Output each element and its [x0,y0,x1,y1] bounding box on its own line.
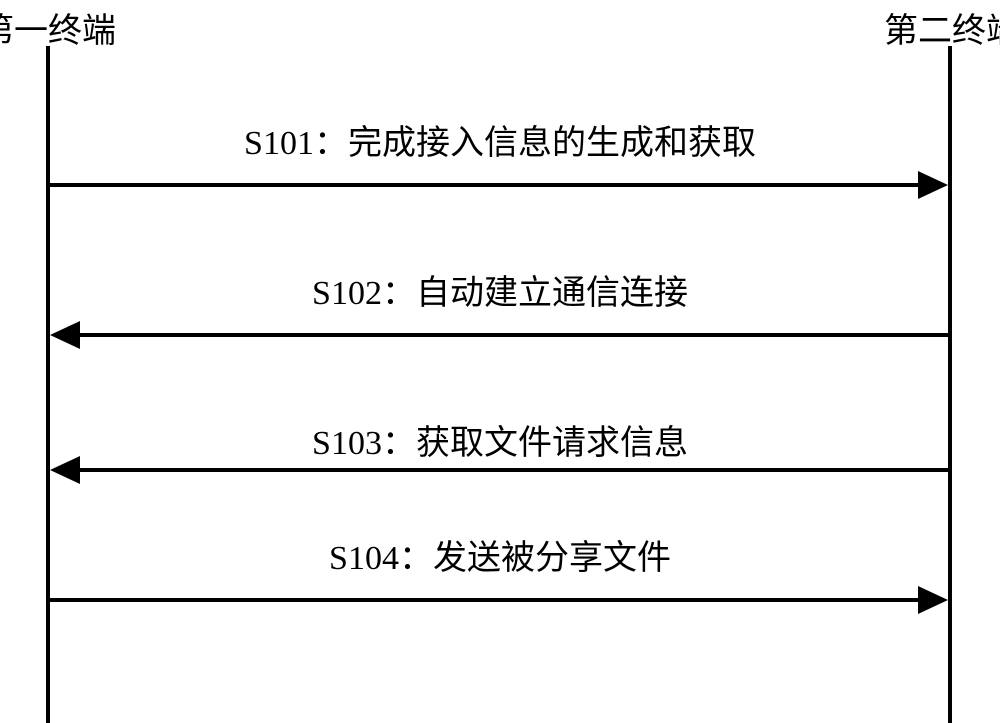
message-s104-arrow-line [50,598,920,602]
message-s103-arrow-line [80,468,948,472]
message-s102-label: S102：自动建立通信连接 [0,265,1000,314]
message-s102-arrow-head [50,321,80,349]
message-s104-arrow-head [918,586,948,614]
message-s104-label: S104：发送被分享文件 [0,530,1000,579]
sequence-diagram: 第一终端 第二终端 S101：完成接入信息的生成和获取 S102：自动建立通信连… [0,0,1000,723]
message-s101-label: S101：完成接入信息的生成和获取 [0,115,1000,164]
message-s101-arrow-head [918,171,948,199]
endpoint-right-label: 第二终端 [884,3,1000,52]
endpoint-left-label: 第一终端 [0,3,116,52]
message-s103-arrow-head [50,456,80,484]
message-s103-label: S103：获取文件请求信息 [0,415,1000,464]
message-s101-arrow-line [50,183,920,187]
message-s102-arrow-line [80,333,948,337]
